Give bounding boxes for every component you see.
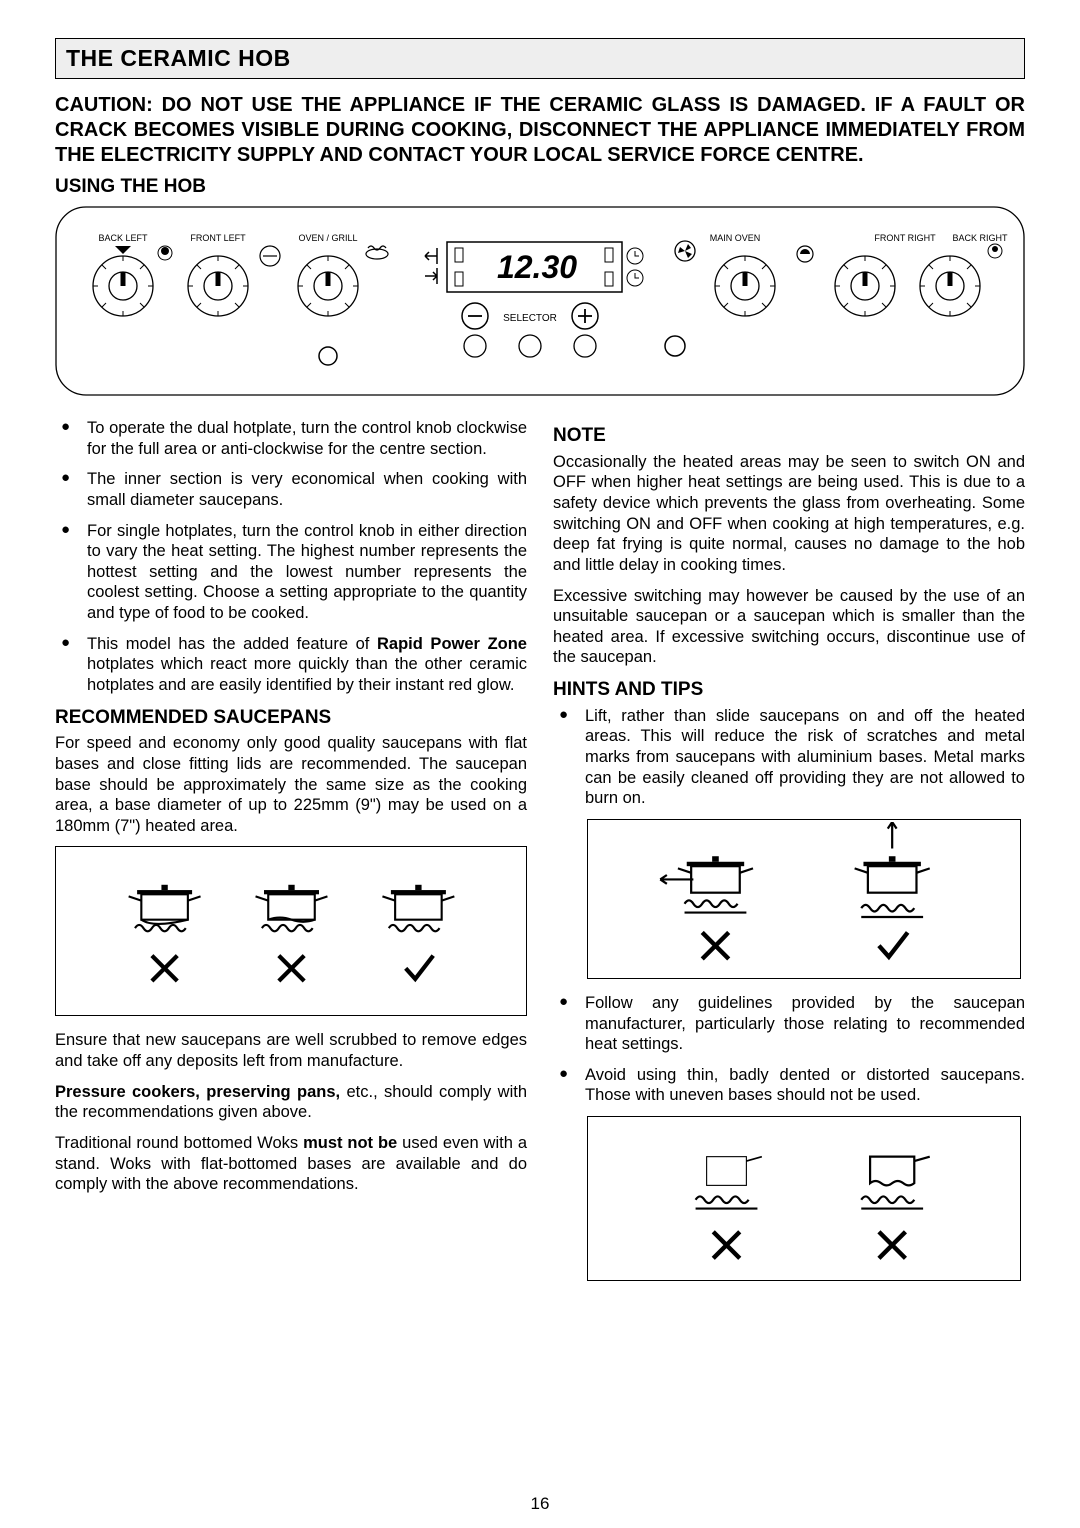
- left-column: To operate the dual hotplate, turn the c…: [55, 418, 527, 1281]
- paragraph: Occasionally the heated areas may be see…: [553, 452, 1025, 576]
- list-item: Lift, rather than slide saucepans on and…: [553, 706, 1025, 809]
- page-number: 16: [531, 1494, 550, 1514]
- saucepan-figure-right-1: [587, 819, 1021, 979]
- label-front-left: FRONT LEFT: [190, 233, 246, 243]
- hints-list-continued: Follow any guidelines provided by the sa…: [553, 993, 1025, 1106]
- caution-text: CAUTION: DO NOT USE THE APPLIANCE IF THE…: [55, 93, 1025, 168]
- text: This model has the added feature of: [87, 635, 377, 653]
- paragraph: Pressure cookers, preserving pans, etc.,…: [55, 1082, 527, 1123]
- list-item: For single hotplates, turn the control k…: [55, 521, 527, 624]
- label-selector: SELECTOR: [503, 313, 557, 324]
- content-columns: To operate the dual hotplate, turn the c…: [55, 418, 1025, 1281]
- paragraph: Excessive switching may however be cause…: [553, 586, 1025, 669]
- using-heading: USING THE HOB: [55, 176, 1025, 198]
- bold-text: must not be: [303, 1134, 397, 1152]
- note-heading: NOTE: [553, 424, 1025, 448]
- label-main-oven: MAIN OVEN: [710, 233, 761, 243]
- paragraph: For speed and economy only good quality …: [55, 733, 527, 836]
- list-item: To operate the dual hotplate, turn the c…: [55, 418, 527, 459]
- label-back-right: BACK RIGHT: [952, 233, 1008, 243]
- bold-text: Rapid Power Zone: [377, 635, 527, 653]
- text: hotplates which react more quickly than …: [87, 655, 527, 694]
- list-item: Avoid using thin, badly dented or distor…: [553, 1065, 1025, 1106]
- right-column: NOTE Occasionally the heated areas may b…: [553, 418, 1025, 1281]
- bold-text: Pressure cookers, preserving pans,: [55, 1083, 340, 1101]
- text: Traditional round bottomed Woks: [55, 1134, 303, 1152]
- control-panel-diagram: BACK LEFT FRONT LEFT OVEN / GRILL MAIN O…: [55, 206, 1025, 396]
- list-item: Follow any guidelines provided by the sa…: [553, 993, 1025, 1055]
- paragraph: Traditional round bottomed Woks must not…: [55, 1133, 527, 1195]
- label-back-left: BACK LEFT: [98, 233, 148, 243]
- clock-display: 12.30: [497, 249, 577, 285]
- hints-list: Lift, rather than slide saucepans on and…: [553, 706, 1025, 809]
- hints-heading: HINTS AND TIPS: [553, 678, 1025, 702]
- label-front-right: FRONT RIGHT: [874, 233, 936, 243]
- saucepan-figure-right-2: [587, 1116, 1021, 1281]
- operating-bullets: To operate the dual hotplate, turn the c…: [55, 418, 527, 696]
- label-oven-grill: OVEN / GRILL: [298, 233, 357, 243]
- title-bar: THE CERAMIC HOB: [55, 38, 1025, 79]
- list-item: This model has the added feature of Rapi…: [55, 634, 527, 696]
- list-item: The inner section is very economical whe…: [55, 469, 527, 510]
- recommended-heading: RECOMMENDED SAUCEPANS: [55, 706, 527, 730]
- page-title: THE CERAMIC HOB: [66, 45, 1014, 72]
- saucepan-figure-left: [55, 846, 527, 1016]
- paragraph: Ensure that new saucepans are well scrub…: [55, 1030, 527, 1071]
